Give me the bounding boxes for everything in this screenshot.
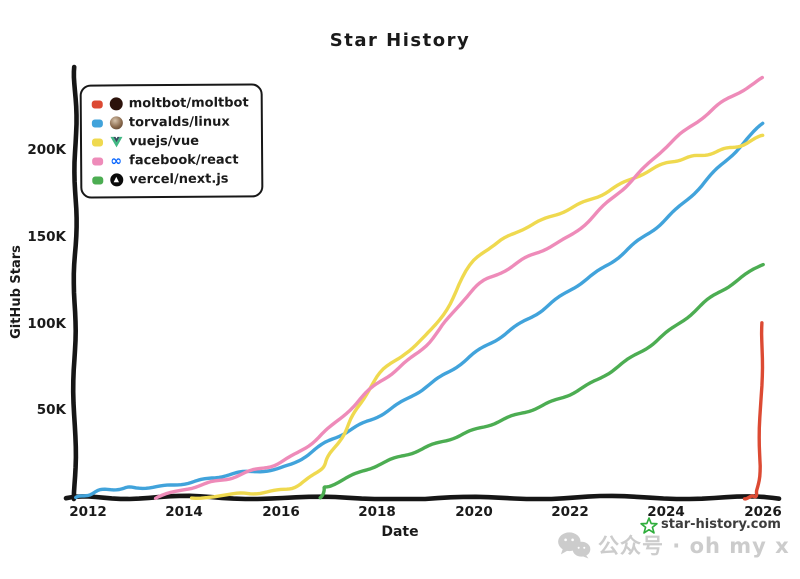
x-tick-label: 2024	[647, 504, 685, 520]
vue-logo-icon	[109, 135, 123, 149]
legend-item-react: ∞ facebook/react	[92, 150, 249, 170]
legend-swatch	[91, 118, 103, 128]
y-tick-label: 100K	[27, 316, 66, 332]
meta-logo-icon: ∞	[110, 152, 123, 169]
legend-label: moltbot/moltbot	[128, 95, 249, 112]
legend-swatch	[92, 156, 104, 166]
site-watermark-text: star-history.com	[661, 517, 781, 532]
legend-swatch	[92, 175, 104, 185]
moltbot-avatar-icon	[109, 97, 123, 111]
x-tick-label: 2018	[358, 504, 396, 520]
nextjs-logo-icon: ▲	[109, 173, 123, 187]
legend-item-vue: vuejs/vue	[91, 131, 249, 151]
star-history-watermark: star-history.com	[639, 517, 781, 536]
legend: moltbot/moltbot torvalds/linux vuejs/vue…	[79, 83, 264, 199]
star-logo-icon	[639, 516, 659, 536]
x-tick-label: 2022	[551, 504, 589, 520]
series-line-vuejs-vue	[189, 133, 765, 500]
x-tick-label: 2016	[262, 504, 300, 520]
x-tick-label: 2012	[69, 504, 107, 520]
x-axis-title: Date	[381, 524, 419, 540]
legend-item-nextjs: ▲ vercel/next.js	[92, 169, 249, 189]
wechat-watermark-text: 公众号 · oh my x	[598, 534, 790, 558]
legend-label: torvalds/linux	[128, 114, 230, 131]
legend-item-moltbot: moltbot/moltbot	[91, 93, 249, 113]
legend-label: vuejs/vue	[128, 133, 200, 150]
wechat-watermark: 公众号 · oh my x	[557, 530, 790, 560]
legend-label: vercel/next.js	[129, 171, 229, 188]
y-axis-line	[70, 64, 79, 502]
y-tick-label: 50K	[36, 402, 66, 418]
legend-item-linux: torvalds/linux	[91, 112, 249, 132]
chart-title: Star History	[329, 30, 471, 51]
legend-swatch	[91, 99, 103, 109]
y-axis-title: GitHub Stars	[9, 245, 24, 339]
x-tick-label: 2014	[165, 504, 203, 520]
series-line-vercel-next-js	[318, 262, 765, 500]
torvalds-avatar-icon	[109, 116, 123, 130]
wechat-icon	[557, 531, 591, 559]
x-tick-label: 2020	[455, 504, 493, 520]
legend-swatch	[91, 137, 104, 147]
x-tick-label: 2026	[744, 504, 782, 520]
legend-label: facebook/react	[129, 152, 239, 169]
y-tick-label: 200K	[27, 142, 66, 158]
y-tick-label: 150K	[27, 229, 66, 245]
series-line-torvalds-linux	[74, 121, 765, 500]
series-line-moltbot-moltbot	[742, 321, 765, 501]
x-axis-line	[63, 493, 782, 502]
series-line-facebook-react	[153, 75, 764, 500]
